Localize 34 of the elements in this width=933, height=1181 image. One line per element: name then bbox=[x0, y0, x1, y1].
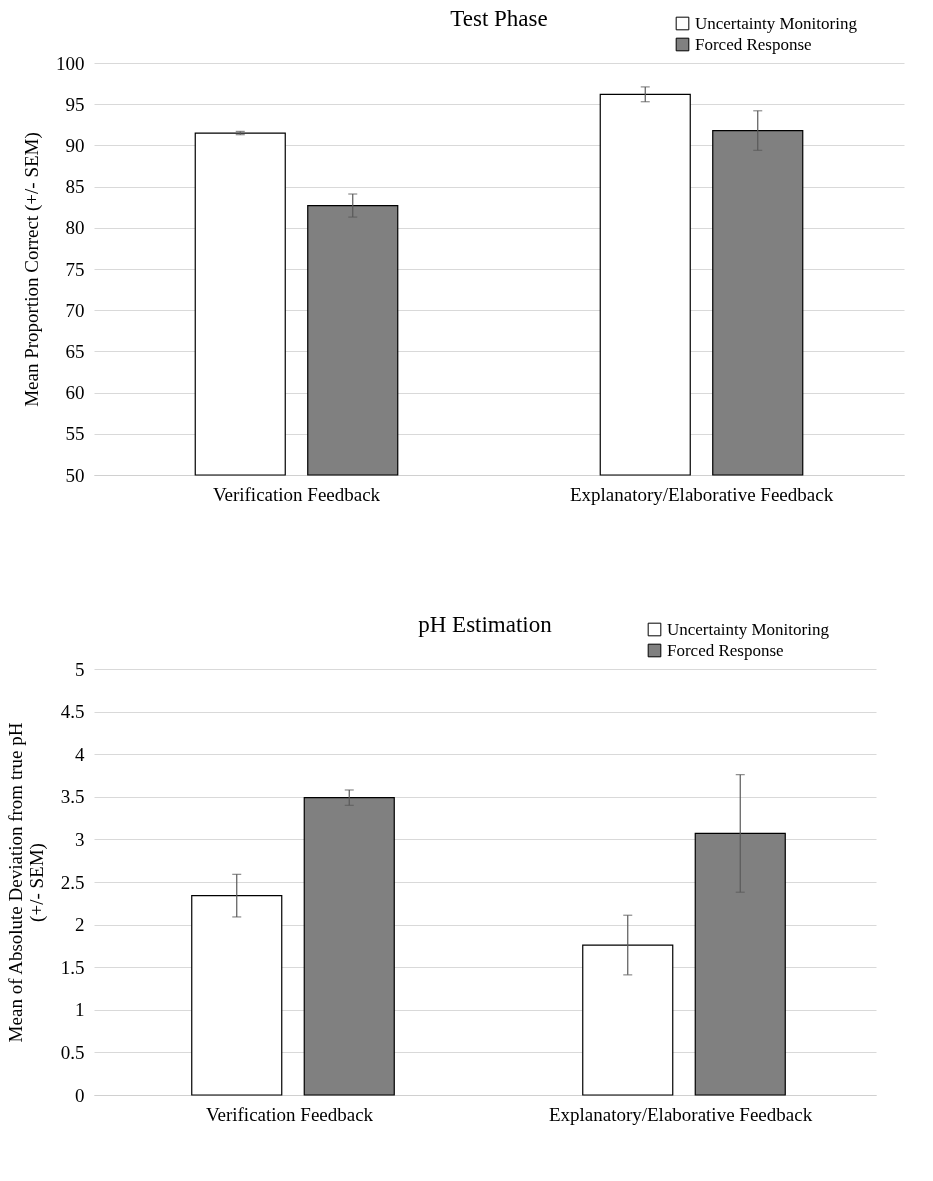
y-tick-label: 55 bbox=[65, 423, 85, 445]
y-tick-label: 90 bbox=[65, 134, 85, 156]
x-tick-label: Verification Feedback bbox=[205, 1103, 374, 1125]
y-tick-label: 5 bbox=[75, 658, 85, 680]
y-tick-label: 0.5 bbox=[60, 1041, 85, 1063]
y-tick-label: 80 bbox=[65, 217, 85, 239]
x-tick-label: Explanatory/Elaborative Feedback bbox=[569, 483, 834, 505]
chart-title: Test Phase bbox=[450, 6, 548, 31]
y-tick-label: 2 bbox=[75, 914, 85, 936]
y-tick-label: 4.5 bbox=[60, 701, 85, 723]
y-tick-label: 4 bbox=[75, 743, 85, 765]
y-tick-label: 1.5 bbox=[60, 956, 85, 978]
legend-label: Forced Response bbox=[667, 640, 784, 660]
y-tick-label: 95 bbox=[65, 93, 85, 115]
y-tick-label: 50 bbox=[65, 464, 85, 486]
y-tick-label: 2.5 bbox=[60, 871, 85, 893]
y-tick-label: 100 bbox=[56, 52, 85, 74]
y-axis-title: Mean Proportion Correct (+/- SEM) bbox=[21, 132, 43, 407]
y-tick-label: 75 bbox=[65, 258, 85, 280]
x-tick-label: Verification Feedback bbox=[212, 483, 381, 505]
y-tick-label: 1 bbox=[75, 999, 85, 1021]
y-tick-label: 3.5 bbox=[60, 786, 85, 808]
y-tick-label: 70 bbox=[65, 299, 85, 321]
y-tick-label: 85 bbox=[65, 176, 85, 198]
x-tick-label: Explanatory/Elaborative Feedback bbox=[548, 1103, 813, 1125]
y-tick-label: 3 bbox=[75, 828, 85, 850]
legend-label: Uncertainty Monitoring bbox=[695, 13, 858, 33]
y-tick-label: 65 bbox=[65, 340, 85, 362]
legend-label: Forced Response bbox=[695, 34, 812, 54]
chart-title: pH Estimation bbox=[418, 612, 553, 637]
legend-label: Uncertainty Monitoring bbox=[667, 619, 830, 639]
y-axis-title: Mean of Absolute Deviation from true pH (+/- SEM) bbox=[4, 722, 48, 1043]
y-tick-label: 0 bbox=[75, 1084, 85, 1106]
y-tick-label: 60 bbox=[65, 382, 85, 404]
